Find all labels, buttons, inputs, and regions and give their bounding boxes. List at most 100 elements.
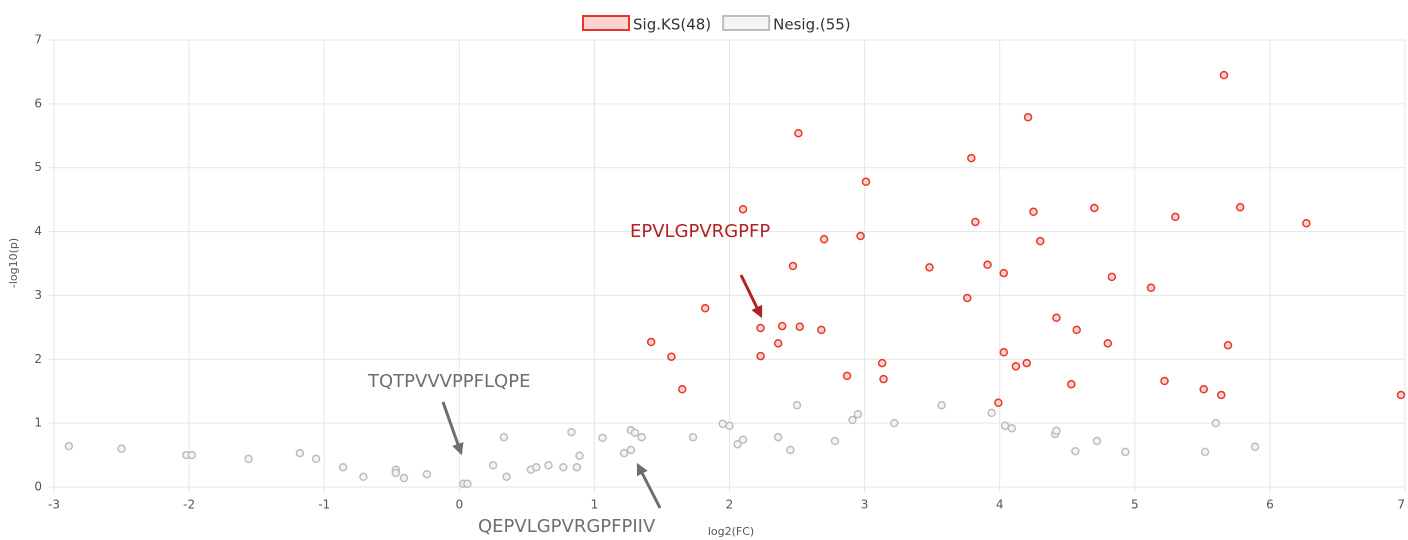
point [842,371,852,381]
point [738,435,748,444]
point [937,401,946,410]
point [1035,236,1045,246]
y-tick-label: 5 [34,160,42,174]
point [999,348,1009,357]
x-tick-label: 6 [1266,498,1274,512]
point [117,444,126,453]
x-tick-label: 7 [1397,498,1405,512]
x-tick-label: 0 [455,498,463,512]
point [773,339,783,348]
point [795,322,805,331]
point [738,204,748,214]
point [619,448,629,458]
annotation: QEPVLGPVRGPFPIIV [478,516,656,537]
point [1011,362,1021,371]
point [700,303,710,313]
y-tick-label: 7 [34,33,42,47]
point [295,448,305,458]
point [786,445,795,455]
point [499,432,509,442]
point [733,439,742,449]
point [853,409,863,419]
point [575,451,584,460]
point [861,177,871,187]
point [677,385,687,394]
point [1067,379,1076,389]
point [502,472,511,482]
point [646,337,656,347]
x-tick-label: 4 [996,498,1004,512]
point [1103,339,1113,348]
arrow [636,462,662,509]
point [994,398,1003,407]
arrow [739,274,763,319]
point [879,374,888,384]
point [391,468,401,478]
point [544,461,553,470]
point [794,128,803,138]
legend-label: Nesig.(55) [773,16,851,34]
point [1121,447,1130,457]
point [777,321,787,331]
x-tick-label: 1 [591,498,599,512]
point [630,428,640,437]
point [1171,212,1180,222]
y-tick-label: 4 [34,224,42,238]
point [1072,325,1081,335]
point [567,427,576,437]
point [983,260,992,270]
point [559,462,568,472]
point [1200,447,1210,457]
point [1022,358,1031,368]
x-tick-label: 3 [861,498,869,512]
y-tick-label: 0 [34,480,42,494]
x-tick-label: 2 [726,498,734,512]
point [1235,203,1245,212]
point [967,153,976,163]
point [187,450,197,460]
legend-swatch [582,15,630,31]
point [359,472,368,482]
point [1023,113,1033,122]
point [756,351,765,361]
point [1217,390,1226,400]
point [532,462,541,472]
annotation: TQTPVVVPPFLQPE [367,371,530,392]
point [877,358,887,368]
point [1146,283,1156,293]
point [399,473,409,483]
point [667,352,676,361]
x-axis-label: log2(FC) [708,525,754,538]
y-tick-label: 3 [34,288,42,302]
x-tick-label: -3 [48,498,60,512]
legend-label: Sig.KS(48) [633,16,711,34]
point [1211,418,1221,428]
point [1052,426,1061,436]
legend-swatch [722,15,771,31]
point [1199,385,1208,394]
point [1250,442,1260,452]
point [1090,203,1099,213]
point [637,432,646,442]
point [572,462,582,472]
point [817,325,826,335]
point [1052,313,1061,323]
point [963,293,972,303]
point [1223,340,1233,350]
point [1007,424,1017,433]
point [925,263,934,272]
point [463,479,472,489]
x-tick-label: -1 [318,498,330,512]
point [1092,436,1102,446]
point [830,436,840,446]
y-tick-label: 2 [34,352,42,366]
point [488,461,498,470]
point [725,421,734,430]
point [422,469,432,479]
point [338,462,348,472]
point [1219,70,1229,80]
point [1160,376,1169,386]
point [1000,421,1010,430]
y-axis-label: -log10(p) [7,238,20,288]
point [1396,390,1406,400]
